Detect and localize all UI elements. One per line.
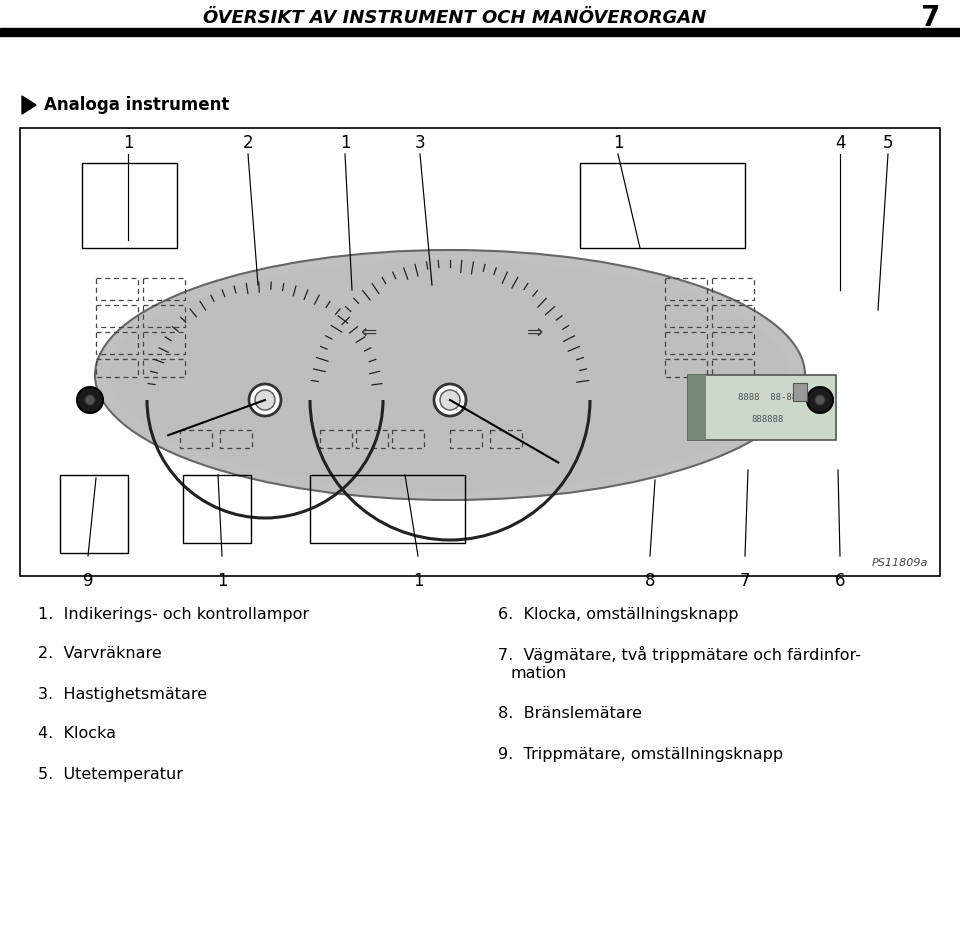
Text: 6.  Klocka, omställningsknapp: 6. Klocka, omställningsknapp [498,607,738,622]
Bar [712,359,754,377]
Ellipse shape [77,387,103,413]
Text: PS11809a: PS11809a [872,558,928,568]
Text: ⇐: ⇐ [360,323,376,341]
Bar [712,332,754,354]
Text: 1.  Indikerings- och kontrollampor: 1. Indikerings- och kontrollampor [38,607,309,622]
Bar [96,278,138,300]
Bar [310,475,465,543]
Text: Analoga instrument: Analoga instrument [44,96,229,114]
Polygon shape [22,96,36,114]
Text: 1: 1 [612,134,623,152]
Bar [143,359,185,377]
Text: ⇒: ⇒ [527,323,543,341]
Text: 7: 7 [740,572,751,590]
Text: 8888  88-88: 8888 88-88 [738,393,798,401]
Bar [180,430,212,448]
Bar [490,430,522,448]
Bar [665,332,707,354]
Bar [712,305,754,327]
Text: 5: 5 [883,134,893,152]
Bar [143,305,185,327]
Bar [712,278,754,300]
Bar [450,430,482,448]
Ellipse shape [807,387,833,413]
Text: mation: mation [510,667,566,682]
Text: 3: 3 [415,134,425,152]
Ellipse shape [434,384,466,416]
Bar [320,430,352,448]
Bar [143,278,185,300]
Bar [96,359,138,377]
Bar [392,430,424,448]
Text: 7.  Vägmätare, två trippmätare och färdinfor-: 7. Vägmätare, två trippmätare och färdin… [498,645,861,663]
Ellipse shape [110,260,790,490]
Text: 5.  Utetemperatur: 5. Utetemperatur [38,767,183,782]
Bar [793,383,807,401]
Bar [580,163,745,248]
Text: 8.  Bränslemätare: 8. Bränslemätare [498,707,642,722]
Bar [82,163,177,248]
Text: 888888: 888888 [752,414,784,424]
Text: 1: 1 [123,134,133,152]
Ellipse shape [815,395,825,405]
Text: 4: 4 [835,134,845,152]
Bar [665,278,707,300]
Bar [20,128,940,576]
Ellipse shape [249,384,281,416]
Bar [356,430,388,448]
Ellipse shape [255,390,275,410]
Text: ÖVERSIKT AV INSTRUMENT OCH MANÖVERORGAN: ÖVERSIKT AV INSTRUMENT OCH MANÖVERORGAN [204,9,707,27]
Text: 1: 1 [340,134,350,152]
Bar [688,375,706,440]
Text: 8: 8 [645,572,656,590]
Bar [0,28,960,36]
Ellipse shape [440,390,460,410]
Ellipse shape [95,250,805,500]
Text: 1: 1 [217,572,228,590]
Ellipse shape [85,395,95,405]
Bar [96,332,138,354]
Bar [220,430,252,448]
Text: 4.  Klocka: 4. Klocka [38,726,116,741]
Bar [60,475,128,553]
Bar [665,305,707,327]
Text: 6: 6 [835,572,845,590]
Bar [96,305,138,327]
Text: 2.  Varvräknare: 2. Varvräknare [38,646,161,661]
Bar [688,375,836,440]
Text: 3.  Hastighetsmätare: 3. Hastighetsmätare [38,686,207,701]
Text: 9.  Trippmätare, omställningsknapp: 9. Trippmätare, omställningsknapp [498,746,783,761]
Bar [665,359,707,377]
Text: 1: 1 [413,572,423,590]
Text: 7: 7 [921,4,940,32]
Text: 2: 2 [243,134,253,152]
Text: 9: 9 [83,572,93,590]
Bar [143,332,185,354]
Bar [183,475,251,543]
